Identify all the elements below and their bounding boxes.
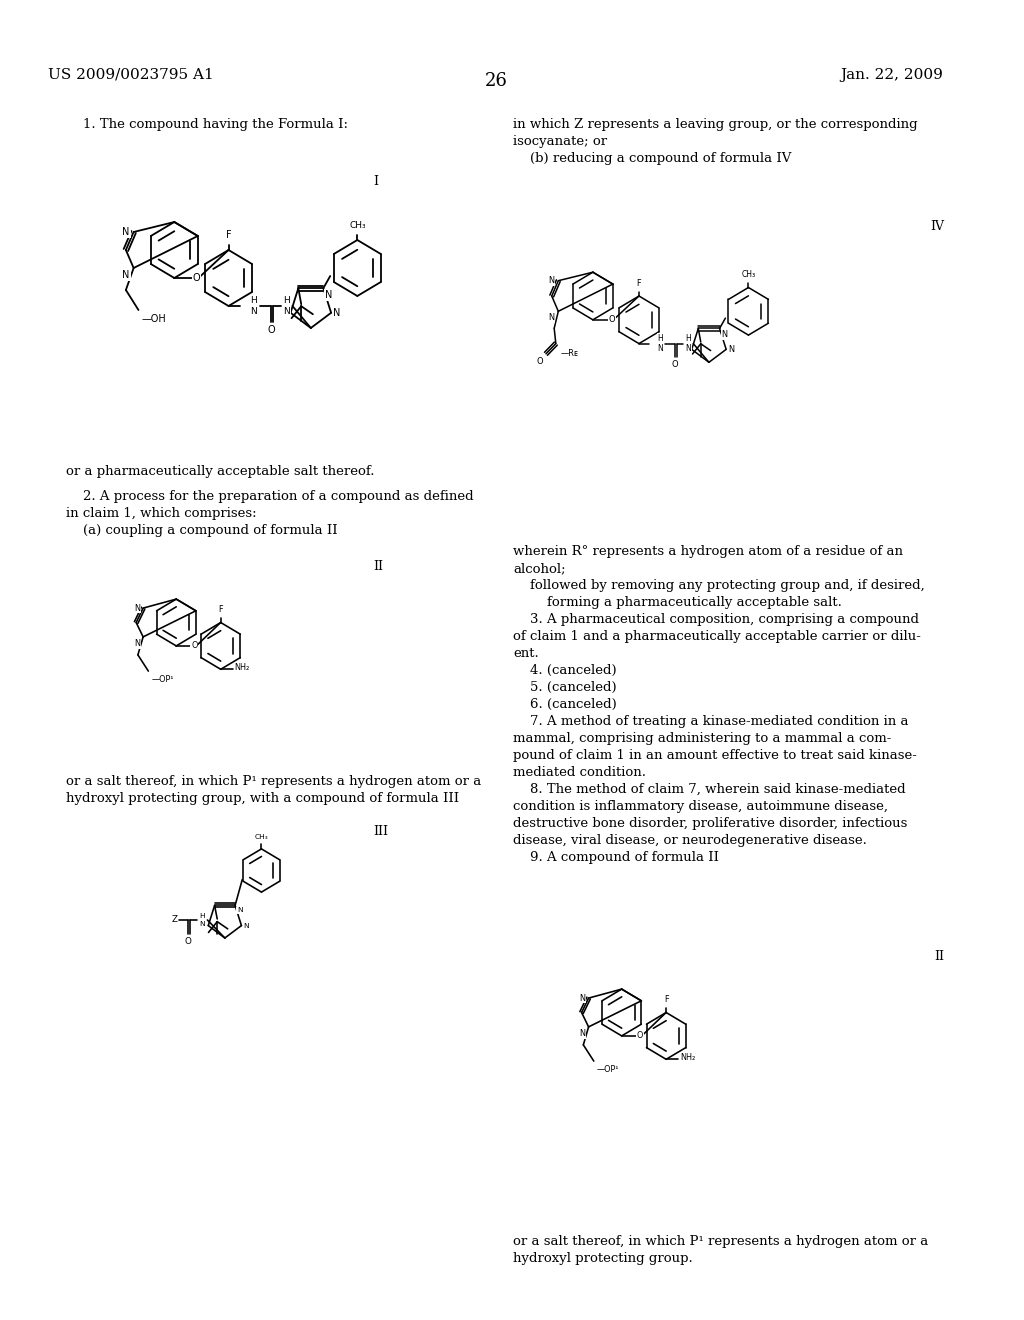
Text: N: N — [326, 290, 333, 300]
Text: O: O — [267, 325, 275, 335]
Text: O: O — [672, 360, 679, 370]
Text: CH₃: CH₃ — [741, 271, 756, 279]
Text: O: O — [537, 356, 543, 366]
Text: NH₂: NH₂ — [234, 663, 250, 672]
Text: II: II — [373, 560, 383, 573]
Text: N: N — [728, 345, 734, 354]
Text: N: N — [134, 639, 140, 648]
Text: N: N — [580, 1028, 586, 1038]
Text: O: O — [193, 273, 201, 282]
Text: O: O — [608, 315, 615, 325]
Text: N: N — [580, 994, 586, 1003]
Text: in which Z represents a leaving group, or the corresponding
isocyanate; or
    (: in which Z represents a leaving group, o… — [513, 117, 918, 165]
Text: Z: Z — [171, 916, 177, 924]
Text: O: O — [637, 1031, 643, 1040]
Text: —OP¹: —OP¹ — [597, 1065, 620, 1074]
Text: or a salt thereof, in which P¹ represents a hydrogen atom or a
hydroxyl protecti: or a salt thereof, in which P¹ represent… — [66, 775, 481, 805]
Text: N: N — [123, 271, 130, 280]
Text: N: N — [722, 330, 728, 339]
Text: N: N — [237, 907, 243, 913]
Text: III: III — [373, 825, 388, 838]
Text: O: O — [191, 642, 198, 651]
Text: or a salt thereof, in which P¹ represents a hydrogen atom or a
hydroxyl protecti: or a salt thereof, in which P¹ represent… — [513, 1236, 929, 1265]
Text: N: N — [244, 923, 249, 928]
Text: IV: IV — [930, 220, 944, 234]
Text: CH₃: CH₃ — [349, 220, 366, 230]
Text: —OH: —OH — [141, 314, 166, 323]
Text: 26: 26 — [484, 73, 507, 90]
Text: H
N: H N — [657, 334, 664, 354]
Text: H
N: H N — [284, 296, 290, 315]
Text: Jan. 22, 2009: Jan. 22, 2009 — [841, 69, 943, 82]
Text: F: F — [637, 279, 641, 288]
Text: —OP¹: —OP¹ — [152, 675, 174, 684]
Text: H
N: H N — [200, 913, 205, 927]
Text: N: N — [134, 603, 140, 612]
Text: H
N: H N — [685, 334, 691, 354]
Text: I: I — [373, 176, 378, 187]
Text: N: N — [333, 308, 340, 318]
Text: CH₃: CH₃ — [255, 834, 268, 840]
Text: N: N — [123, 227, 130, 238]
Text: N: N — [548, 313, 554, 322]
Text: F: F — [218, 605, 223, 614]
Text: —Rᴇ: —Rᴇ — [561, 348, 579, 358]
Text: II: II — [934, 950, 944, 964]
Text: US 2009/0023795 A1: US 2009/0023795 A1 — [48, 69, 214, 82]
Text: H
N: H N — [250, 296, 257, 315]
Text: 1. The compound having the Formula I:: 1. The compound having the Formula I: — [66, 117, 348, 131]
Text: F: F — [225, 230, 231, 240]
Text: F: F — [664, 994, 669, 1003]
Text: 2. A process for the preparation of a compound as defined
in claim 1, which comp: 2. A process for the preparation of a co… — [66, 490, 473, 537]
Text: N: N — [548, 276, 554, 285]
Text: wherein R° represents a hydrogen atom of a residue of an
alcohol;
    followed b: wherein R° represents a hydrogen atom of… — [513, 545, 925, 865]
Text: NH₂: NH₂ — [680, 1053, 695, 1061]
Text: or a pharmaceutically acceptable salt thereof.: or a pharmaceutically acceptable salt th… — [66, 465, 375, 478]
Text: O: O — [184, 937, 191, 946]
